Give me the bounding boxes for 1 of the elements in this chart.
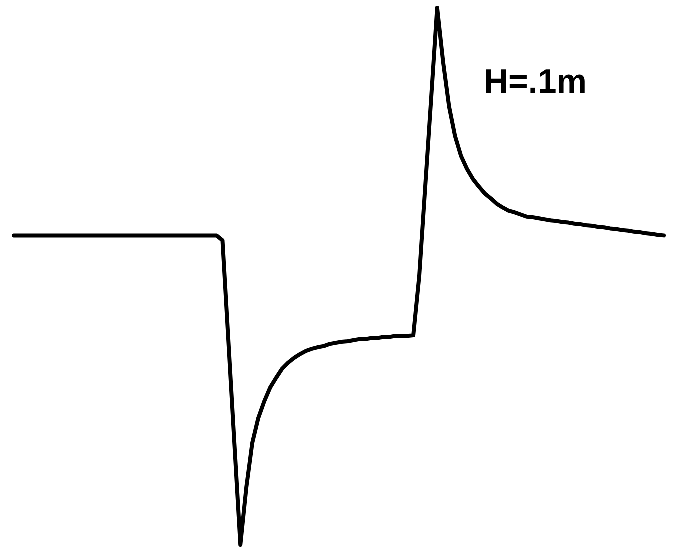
annotation: H=.1m	[484, 63, 587, 101]
